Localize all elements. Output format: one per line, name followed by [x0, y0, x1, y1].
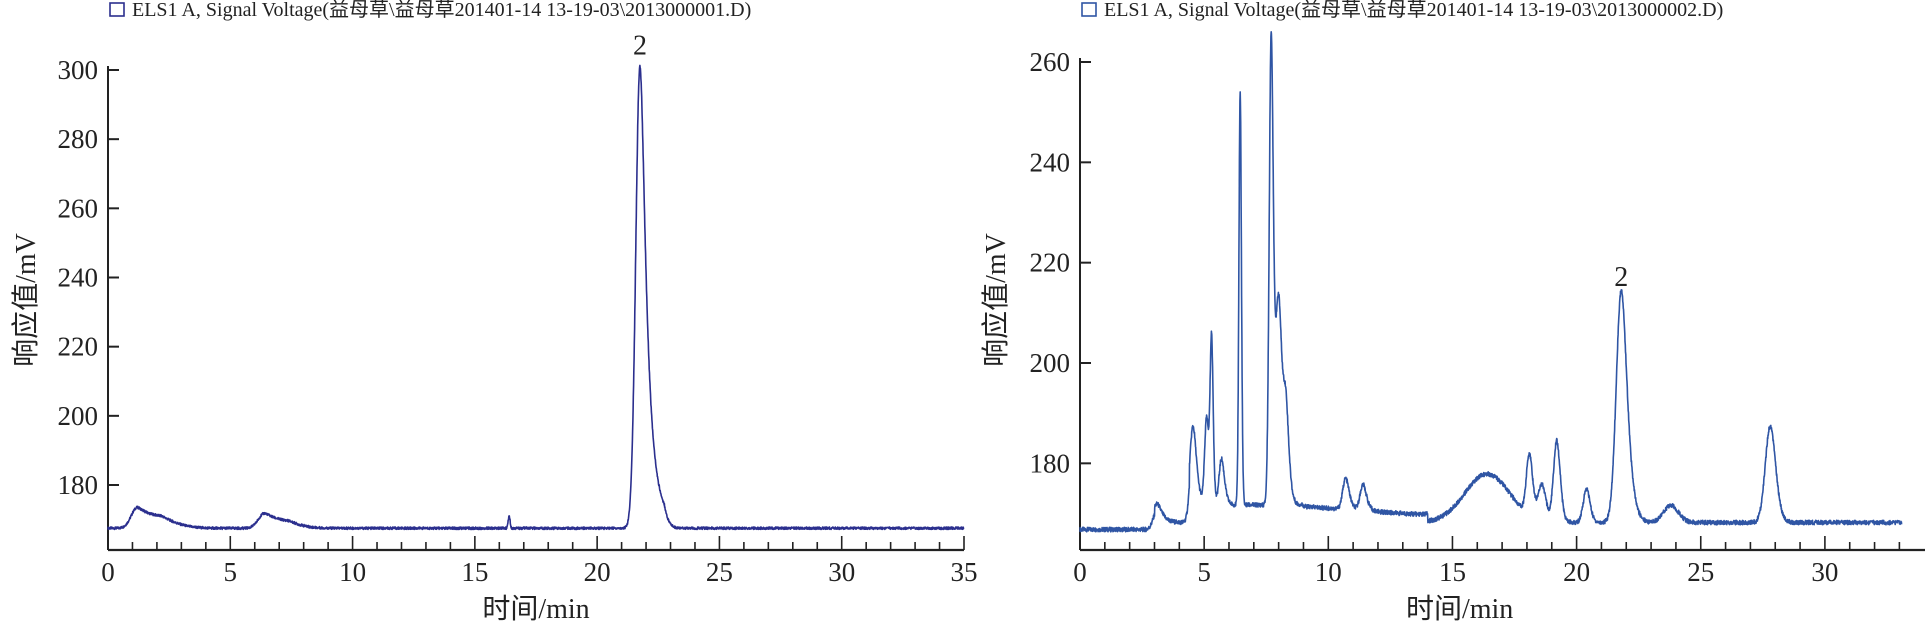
legend-text: ELS1 A, Signal Voltage(益母草\益母草201401-14 …	[1104, 0, 1723, 21]
chart-panel-2: ELS1 A, Signal Voltage(益母草\益母草201401-14 …	[980, 0, 1925, 625]
y-tick-label: 200	[1030, 348, 1071, 378]
y-tick-label: 200	[58, 401, 99, 431]
x-tick-label: 30	[1811, 557, 1838, 587]
x-tick-label: 20	[584, 557, 611, 587]
x-tick-label: 15	[461, 557, 488, 587]
x-tick-label: 10	[1315, 557, 1342, 587]
y-tick-label: 180	[1030, 448, 1071, 478]
x-tick-label: 10	[339, 557, 366, 587]
x-axis-title: 时间/min	[482, 593, 589, 625]
y-tick-label: 300	[58, 55, 99, 85]
y-tick-label: 220	[1030, 248, 1071, 278]
y-tick-label: 260	[1030, 47, 1071, 77]
legend-text: ELS1 A, Signal Voltage(益母草\益母草201401-14 …	[132, 0, 751, 21]
legend-swatch-icon	[109, 2, 125, 17]
y-tick-label: 220	[58, 332, 99, 362]
x-tick-label: 5	[224, 557, 238, 587]
y-tick-label: 180	[58, 470, 99, 500]
x-axis-title: 时间/min	[1406, 593, 1513, 625]
x-tick-label: 25	[706, 557, 733, 587]
x-tick-label: 35	[951, 557, 978, 587]
x-tick-label: 20	[1563, 557, 1590, 587]
x-tick-label: 25	[1687, 557, 1714, 587]
y-tick-label: 280	[58, 124, 99, 154]
x-tick-label: 0	[1073, 557, 1087, 587]
x-tick-label: 5	[1197, 557, 1211, 587]
x-tick-label: 15	[1439, 557, 1466, 587]
signal-trace-series	[1079, 30, 1903, 533]
peak-label: 2	[633, 31, 647, 62]
y-tick-label: 240	[1030, 147, 1071, 177]
y-axis-title: 响应值/mV	[10, 233, 42, 367]
peak-label: 2	[1614, 262, 1628, 293]
legend-swatch-icon	[1081, 2, 1097, 17]
y-tick-label: 260	[58, 193, 99, 223]
y-axis-title: 响应值/mV	[980, 233, 1012, 367]
chart-panel-1: ELS1 A, Signal Voltage(益母草\益母草201401-14 …	[10, 0, 978, 625]
x-tick-label: 0	[101, 557, 115, 587]
x-tick-label: 30	[828, 557, 855, 587]
signal-trace-series	[107, 64, 965, 531]
y-tick-label: 240	[58, 263, 99, 293]
